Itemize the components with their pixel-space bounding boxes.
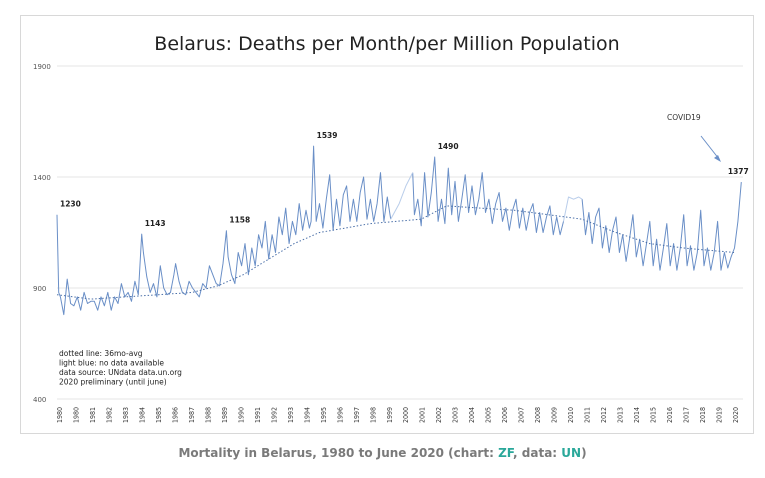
covid-arrow-head bbox=[714, 155, 721, 162]
x-tick-label: 1996 bbox=[336, 407, 344, 423]
x-tick-label: 2011 bbox=[584, 407, 592, 423]
series-line bbox=[563, 196, 583, 222]
y-tick-label: 400 bbox=[33, 396, 46, 404]
x-tick-label: 2014 bbox=[633, 407, 641, 423]
x-tick-label: 2015 bbox=[650, 407, 658, 423]
chart-credit: ZF bbox=[498, 446, 514, 460]
x-tick-label: 1994 bbox=[303, 407, 311, 423]
x-tick-label: 1985 bbox=[155, 407, 163, 423]
x-tick-label: 2016 bbox=[666, 407, 674, 423]
x-tick-label: 2018 bbox=[699, 407, 707, 423]
y-tick-label: 900 bbox=[33, 285, 46, 293]
series-line bbox=[412, 156, 564, 236]
x-tick-label: 2007 bbox=[518, 407, 526, 423]
data-credit: UN bbox=[561, 446, 582, 460]
series-line bbox=[390, 172, 414, 220]
x-tick-label: 2001 bbox=[419, 407, 427, 423]
x-tick-label: 1980 bbox=[72, 407, 80, 423]
x-tick-label: 2009 bbox=[551, 407, 559, 423]
gridlines bbox=[57, 65, 743, 400]
x-tick-label: 1987 bbox=[188, 407, 196, 423]
chart-note: dotted line: 36mo-avg bbox=[59, 349, 143, 358]
x-tick-label: 2006 bbox=[501, 407, 509, 423]
series-line bbox=[56, 205, 735, 300]
x-tick-label: 1995 bbox=[320, 407, 328, 423]
x-tick-label: 1989 bbox=[221, 407, 229, 423]
x-tick-label: 1992 bbox=[270, 407, 278, 423]
x-tick-label: 1983 bbox=[122, 407, 130, 423]
x-tick-label: 1984 bbox=[138, 407, 146, 423]
x-tick-label: 2003 bbox=[452, 407, 460, 423]
data-label: 1377 bbox=[728, 167, 749, 176]
annotations: 1230 1143 1158 1539 1490 1377 bbox=[60, 131, 749, 228]
data-label: 1158 bbox=[229, 216, 250, 225]
series-line bbox=[581, 182, 742, 271]
x-tick-label: 2008 bbox=[534, 407, 542, 423]
chart-frame: Belarus: Deaths per Month/per Million Po… bbox=[20, 15, 754, 434]
x-tick-label: 2002 bbox=[435, 407, 443, 423]
y-tick-label: 1900 bbox=[33, 63, 51, 71]
data-label: 1230 bbox=[60, 200, 81, 209]
x-tick-label: 2019 bbox=[716, 407, 724, 423]
x-tick-label: 2012 bbox=[600, 407, 608, 423]
x-tick-label: 2004 bbox=[468, 407, 476, 423]
x-tick-label: 2017 bbox=[683, 407, 691, 423]
x-tick-label: 1980 bbox=[56, 407, 64, 423]
x-tick-label: 1999 bbox=[386, 407, 394, 423]
chart-note: data source: UNdata data.un.org bbox=[59, 368, 182, 377]
x-tick-label: 1988 bbox=[204, 407, 212, 423]
x-tick-label: 1981 bbox=[89, 407, 97, 423]
x-tick-label: 2005 bbox=[485, 407, 493, 423]
series-lines bbox=[56, 145, 742, 316]
data-label: 1143 bbox=[145, 219, 166, 228]
x-tick-label: 1998 bbox=[369, 407, 377, 423]
mortality-chart: Belarus: Deaths per Month/per Million Po… bbox=[33, 33, 749, 423]
chart-title: Belarus: Deaths per Month/per Million Po… bbox=[154, 33, 619, 55]
data-label: 1490 bbox=[438, 142, 459, 151]
series-line bbox=[56, 145, 392, 316]
chart-note: 2020 preliminary (until june) bbox=[59, 378, 167, 387]
figure-caption: Mortality in Belarus, 1980 to June 2020 … bbox=[0, 446, 765, 460]
x-tick-label: 2000 bbox=[402, 407, 410, 423]
caption-middle: , data: bbox=[513, 446, 562, 460]
x-axis-ticks: 1980 1980 1981 1982 1983 1984 1985 1986 1987 1988… bbox=[56, 407, 740, 423]
x-tick-label: 1990 bbox=[237, 407, 245, 423]
x-tick-label: 2020 bbox=[732, 407, 740, 423]
covid-label: COVID19 bbox=[667, 113, 701, 122]
caption-suffix: ) bbox=[581, 446, 587, 460]
x-tick-label: 1986 bbox=[171, 407, 179, 423]
data-label: 1539 bbox=[317, 131, 338, 140]
x-tick-label: 1991 bbox=[254, 407, 262, 423]
y-tick-label: 1400 bbox=[33, 174, 51, 182]
x-tick-label: 2010 bbox=[567, 407, 575, 423]
x-tick-label: 1982 bbox=[105, 407, 113, 423]
x-tick-label: 1993 bbox=[287, 407, 295, 423]
x-tick-label: 1997 bbox=[353, 407, 361, 423]
x-tick-label: 2013 bbox=[617, 407, 625, 423]
covid-annotation: COVID19 bbox=[667, 113, 721, 162]
y-axis-ticks: 400 900 1400 1900 bbox=[33, 63, 51, 404]
covid-arrow-line bbox=[700, 135, 720, 160]
caption-prefix: Mortality in Belarus, 1980 to June 2020 … bbox=[178, 446, 499, 460]
chart-note: light blue: no data available bbox=[59, 359, 164, 368]
